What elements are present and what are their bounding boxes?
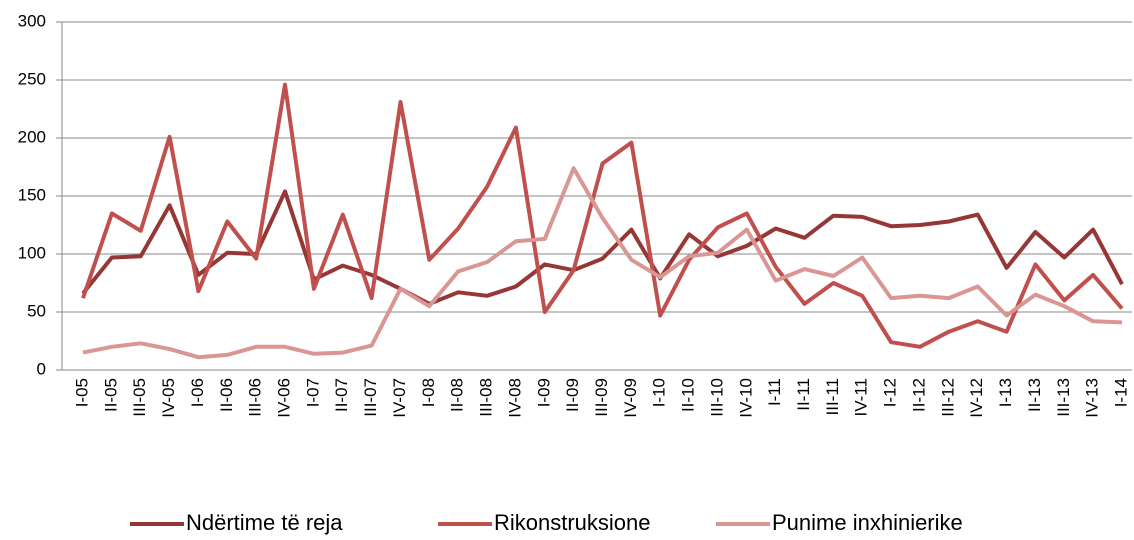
x-tick-label: I-12 — [881, 378, 900, 407]
y-tick-label: 0 — [37, 359, 46, 378]
x-tick-label: II-09 — [563, 378, 582, 412]
y-tick-label: 150 — [18, 185, 46, 204]
x-tick-label: II-10 — [679, 378, 698, 412]
x-tick-label: III-06 — [246, 378, 265, 417]
x-tick-label: I-06 — [188, 378, 207, 407]
x-tick-label: IV-07 — [390, 378, 409, 418]
x-tick-label: II-11 — [794, 378, 813, 411]
x-tick-label: III-13 — [1054, 378, 1073, 417]
y-tick-label: 200 — [18, 127, 46, 146]
series-line — [81, 189, 1124, 306]
x-tick-label: I-09 — [534, 378, 553, 407]
x-tick-label: II-13 — [1025, 378, 1044, 412]
series-line — [81, 82, 1124, 349]
x-tick-label: IV-12 — [967, 378, 986, 418]
x-tick-label: IV-05 — [159, 378, 178, 418]
x-tick-label: II-08 — [448, 378, 467, 412]
x-tick-label: III-08 — [477, 378, 496, 417]
x-tick-label: I-13 — [996, 378, 1015, 407]
series-line — [82, 166, 1123, 360]
x-tick-label: III-12 — [938, 378, 957, 417]
x-tick-label: I-08 — [419, 378, 438, 407]
x-tick-label: II-07 — [332, 378, 351, 412]
x-tick-label: III-05 — [130, 378, 149, 417]
x-tick-label: IV-09 — [621, 378, 640, 418]
x-tick-label: I-14 — [1111, 378, 1130, 407]
x-tick-label: IV-10 — [736, 378, 755, 418]
legend-label: Ndërtime të reja — [186, 510, 343, 535]
legend-label: Rikonstruksione — [494, 510, 651, 535]
x-tick-label: IV-08 — [505, 378, 524, 418]
y-tick-label: 250 — [18, 69, 46, 88]
x-tick-label: II-05 — [101, 378, 120, 412]
x-tick-label: I-05 — [72, 378, 91, 407]
x-tick-label: II-12 — [909, 378, 928, 412]
x-tick-label: III-10 — [707, 378, 726, 417]
x-tick-label: III-11 — [823, 378, 842, 415]
x-tick-label: IV-06 — [275, 378, 294, 418]
legend-label: Punime inxhinierike — [772, 510, 963, 535]
y-tick-label: 300 — [18, 11, 46, 30]
x-tick-label: II-06 — [217, 378, 236, 412]
x-tick-label: IV-13 — [1083, 378, 1102, 418]
x-tick-label: III-09 — [592, 378, 611, 417]
x-tick-label: I-10 — [650, 378, 669, 407]
x-tick-label: I-11 — [765, 378, 784, 406]
y-tick-label: 100 — [18, 243, 46, 262]
x-tick-label: I-07 — [303, 378, 322, 407]
y-tick-label: 50 — [27, 301, 46, 320]
x-tick-label: IV-11 — [852, 378, 871, 416]
x-tick-label: III-07 — [361, 378, 380, 417]
